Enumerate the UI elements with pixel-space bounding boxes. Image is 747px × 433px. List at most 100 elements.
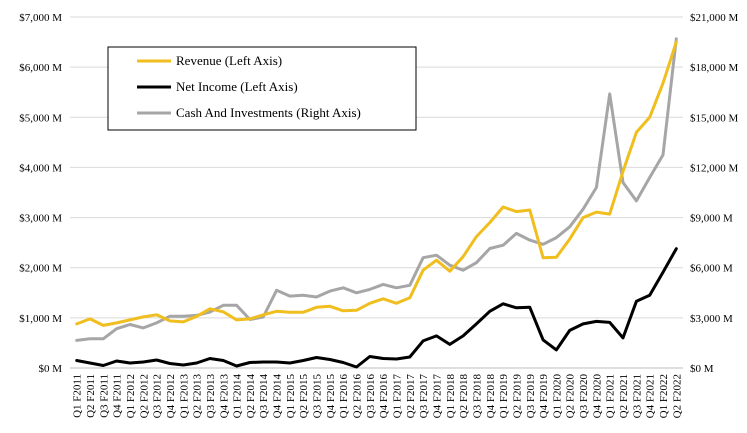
data-point-net-income xyxy=(182,363,185,367)
data-point-revenue xyxy=(248,317,252,321)
data-point-net-income xyxy=(568,329,571,332)
x-axis-tick-label: Q2 F2015 xyxy=(298,374,310,419)
x-axis-tick-label: Q1 F2012 xyxy=(125,374,137,418)
data-point-net-income xyxy=(595,320,598,323)
x-axis-tick-label: Q1 F2016 xyxy=(338,374,350,419)
right-axis-tick-label: $21,000 M xyxy=(690,12,739,24)
data-point-cash-and-investments xyxy=(88,337,92,340)
data-point-net-income xyxy=(195,361,198,365)
data-point-revenue xyxy=(275,310,278,313)
x-axis-tick-label: Q1 F2011 xyxy=(72,374,84,418)
x-axis-tick-label: Q4 F2021 xyxy=(645,374,657,418)
data-point-revenue xyxy=(195,315,198,318)
legend-label-net-income: Net Income (Left Axis) xyxy=(176,79,298,94)
data-point-cash-and-investments xyxy=(621,181,625,184)
data-point-revenue xyxy=(621,170,625,173)
data-point-revenue xyxy=(182,320,185,324)
x-axis-tick-label: Q2 F2020 xyxy=(565,374,577,419)
x-axis-tick-label: Q1 F2019 xyxy=(498,374,510,419)
data-point-net-income xyxy=(328,358,332,361)
data-point-cash-and-investments xyxy=(328,289,332,293)
data-point-revenue xyxy=(128,318,132,322)
data-point-cash-and-investments xyxy=(102,337,105,340)
data-point-cash-and-investments xyxy=(568,225,571,228)
data-point-cash-and-investments xyxy=(661,153,665,157)
data-point-revenue xyxy=(115,321,118,325)
legend-label-revenue: Revenue (Left Axis) xyxy=(176,53,282,68)
x-axis-tick-label: Q4 F2016 xyxy=(378,374,390,419)
x-axis-tick-label: Q2 F2013 xyxy=(192,374,204,419)
data-point-cash-and-investments xyxy=(182,315,185,318)
data-point-net-income xyxy=(275,360,278,364)
data-point-net-income xyxy=(581,322,585,326)
data-point-revenue xyxy=(448,270,451,273)
data-point-revenue xyxy=(328,305,332,308)
data-point-revenue xyxy=(382,297,385,300)
data-point-revenue xyxy=(102,324,105,327)
data-point-cash-and-investments xyxy=(608,92,611,96)
x-axis-tick-label: Q3 F2011 xyxy=(98,374,110,418)
x-axis-tick-label: Q2 F2018 xyxy=(458,374,470,419)
data-point-net-income xyxy=(75,359,78,362)
data-point-net-income xyxy=(528,306,531,309)
data-point-cash-and-investments xyxy=(595,186,598,189)
data-point-net-income xyxy=(435,334,438,338)
legend: Revenue (Left Axis) Net Income (Left Axi… xyxy=(107,46,417,131)
data-point-revenue xyxy=(168,319,172,323)
x-axis-tick-label: Q2 F2019 xyxy=(511,374,523,419)
x-axis-tick-label: Q3 F2015 xyxy=(312,374,324,419)
x-axis-tick-label: Q3 F2016 xyxy=(365,374,377,419)
x-axis-tick-label: Q2 F2011 xyxy=(85,374,97,418)
data-point-revenue xyxy=(515,210,518,213)
data-point-net-income xyxy=(142,360,145,364)
x-axis-tick-label: Q4 F2017 xyxy=(431,374,443,419)
left-axis-tick-label: $2,000 M xyxy=(19,263,62,275)
data-point-net-income xyxy=(621,336,625,340)
x-axis-tick-label: Q4 F2011 xyxy=(112,374,124,418)
data-point-revenue xyxy=(355,309,358,312)
left-axis-tick-label: $3,000 M xyxy=(19,213,62,225)
data-point-revenue xyxy=(421,269,425,272)
data-point-cash-and-investments xyxy=(675,37,678,40)
data-point-cash-and-investments xyxy=(235,304,238,307)
data-point-cash-and-investments xyxy=(342,286,345,289)
x-axis-tick-label: Q4 F2020 xyxy=(591,374,603,419)
data-point-revenue xyxy=(568,237,571,241)
data-point-net-income xyxy=(475,322,478,326)
left-axis-tick-label: $7,000 M xyxy=(19,12,62,24)
x-axis-tick-label: Q4 F2015 xyxy=(325,374,337,419)
data-point-revenue xyxy=(608,212,611,216)
data-point-revenue xyxy=(342,309,345,312)
data-point-net-income xyxy=(648,294,651,297)
data-point-revenue xyxy=(635,131,638,134)
data-point-cash-and-investments xyxy=(648,176,651,179)
data-point-net-income xyxy=(675,247,678,250)
right-axis-tick-label: $0 M xyxy=(690,363,714,375)
right-axis-tick-label: $6,000 M xyxy=(690,263,733,275)
data-point-cash-and-investments xyxy=(635,199,638,203)
data-point-cash-and-investments xyxy=(128,323,132,326)
data-point-net-income xyxy=(368,355,371,358)
data-point-revenue xyxy=(595,210,598,214)
data-point-cash-and-investments xyxy=(435,254,438,257)
data-point-revenue xyxy=(661,82,665,85)
series-line-revenue xyxy=(75,40,678,327)
data-point-cash-and-investments xyxy=(115,327,118,330)
right-axis-tick-label: $12,000 M xyxy=(690,162,739,174)
x-axis-tick-label: Q1 F2017 xyxy=(391,374,403,419)
data-point-cash-and-investments xyxy=(315,295,318,299)
x-axis-tick-label: Q2 F2016 xyxy=(352,374,364,419)
data-point-revenue xyxy=(541,256,545,259)
data-point-net-income xyxy=(168,362,172,365)
data-point-net-income xyxy=(501,302,505,305)
data-point-cash-and-investments xyxy=(421,256,425,259)
data-point-net-income xyxy=(488,310,491,313)
data-point-net-income xyxy=(262,360,265,364)
x-axis-tick-label: Q1 F2020 xyxy=(551,374,563,419)
x-axis-tick-label: Q2 F2021 xyxy=(618,374,630,418)
left-axis-tick-labels: $0 M $1,000 M $2,000 M $3,000 M $4,000 M $5,0… xyxy=(19,12,62,375)
x-axis-tick-label: Q2 F2014 xyxy=(245,374,257,419)
data-point-net-income xyxy=(248,361,252,364)
data-point-cash-and-investments xyxy=(355,291,358,294)
